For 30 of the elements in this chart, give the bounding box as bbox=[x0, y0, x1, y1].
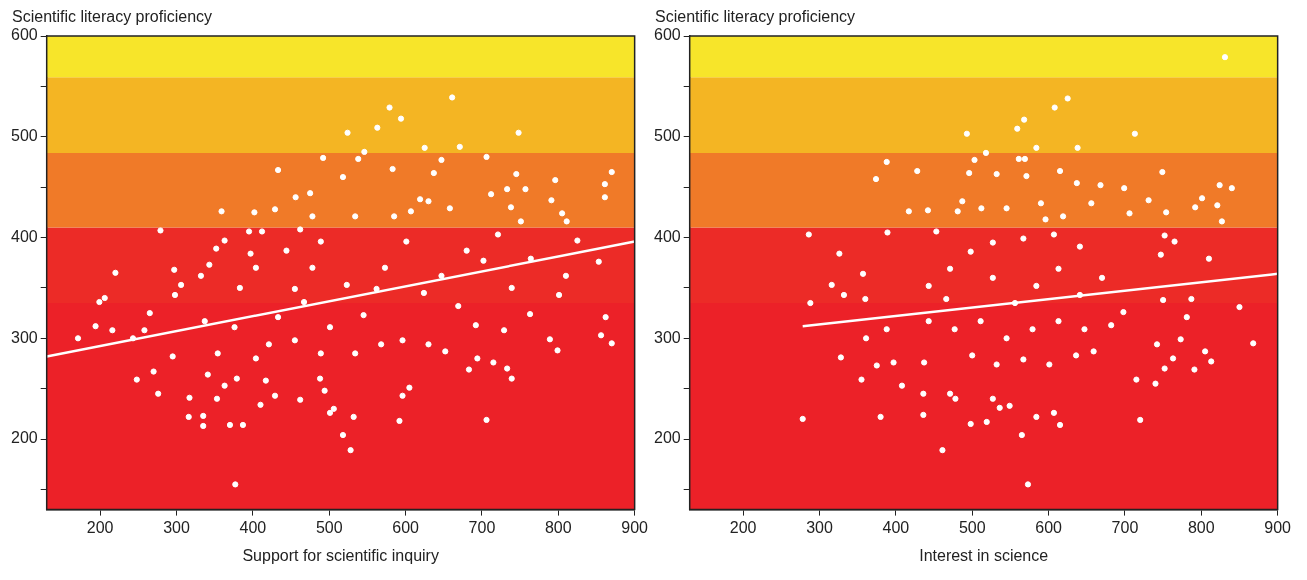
x-tick-label: 300 bbox=[806, 518, 833, 536]
x-tick-label: 400 bbox=[882, 518, 910, 536]
x-tick-label: 800 bbox=[1187, 518, 1215, 536]
y-tick-label: 600 bbox=[653, 26, 681, 44]
x-tick-label: 600 bbox=[1035, 518, 1063, 536]
y-tick-label: 500 bbox=[653, 127, 681, 145]
y-tick-label: 600 bbox=[10, 26, 38, 44]
x-tick-label: 700 bbox=[1111, 518, 1139, 536]
x-tick-label: 900 bbox=[1264, 518, 1292, 536]
y-tick-label: 500 bbox=[10, 127, 38, 145]
x-tick-label: 500 bbox=[315, 518, 343, 536]
x-tick-label: 800 bbox=[544, 518, 572, 536]
y-tick-label: 200 bbox=[653, 429, 681, 447]
x-tick-label: 200 bbox=[729, 518, 757, 536]
x-tick-label: 200 bbox=[86, 518, 114, 536]
x-axis-title: Support for scientific inquiry bbox=[242, 546, 439, 564]
y-tick-label: 200 bbox=[10, 429, 38, 447]
y-axis-title: Scientific literacy proficiency bbox=[655, 8, 856, 26]
y-tick-label: 400 bbox=[653, 227, 681, 245]
y-axis-title: Scientific literacy proficiency bbox=[12, 8, 213, 26]
x-tick-label: 700 bbox=[468, 518, 496, 536]
x-tick-label: 300 bbox=[163, 518, 190, 536]
y-tick-label: 300 bbox=[653, 328, 681, 346]
x-axis-title: Interest in science bbox=[919, 546, 1049, 564]
x-tick-label: 900 bbox=[621, 518, 649, 536]
x-tick-label: 600 bbox=[392, 518, 420, 536]
x-tick-label: 500 bbox=[958, 518, 986, 536]
x-tick-label: 400 bbox=[239, 518, 267, 536]
y-tick-label: 400 bbox=[10, 227, 38, 245]
y-tick-label: 300 bbox=[10, 328, 38, 346]
